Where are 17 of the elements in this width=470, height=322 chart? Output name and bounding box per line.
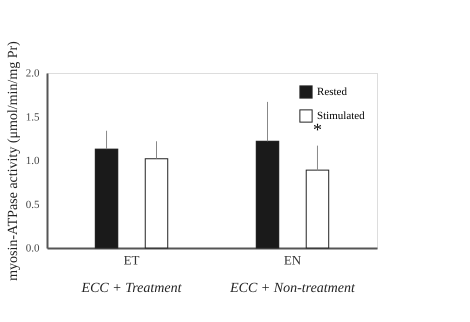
y-tick-label: 2.0	[26, 68, 40, 80]
bar	[94, 148, 118, 248]
text: ECC + Treatment	[80, 281, 183, 296]
y-axis-title: myosin-ATPase activity (μmol/min/mg Pr)	[6, 40, 21, 281]
y-tick-label: 0.5	[26, 198, 40, 211]
annotation: *	[312, 120, 322, 140]
y-tick-label: 1.0	[26, 155, 40, 167]
legend-label: Stimulated	[317, 110, 366, 122]
y-tick-label: 0.0	[26, 242, 40, 254]
bar	[256, 140, 280, 248]
text: ECC + Non-treatment	[229, 281, 356, 296]
y-tick-label: 1.5	[26, 111, 40, 124]
bar	[306, 170, 330, 248]
bar	[144, 158, 168, 248]
x-tick-label: EN	[284, 252, 302, 268]
legend-label: Rested	[317, 86, 348, 98]
x-tick-label: ET	[124, 252, 140, 268]
